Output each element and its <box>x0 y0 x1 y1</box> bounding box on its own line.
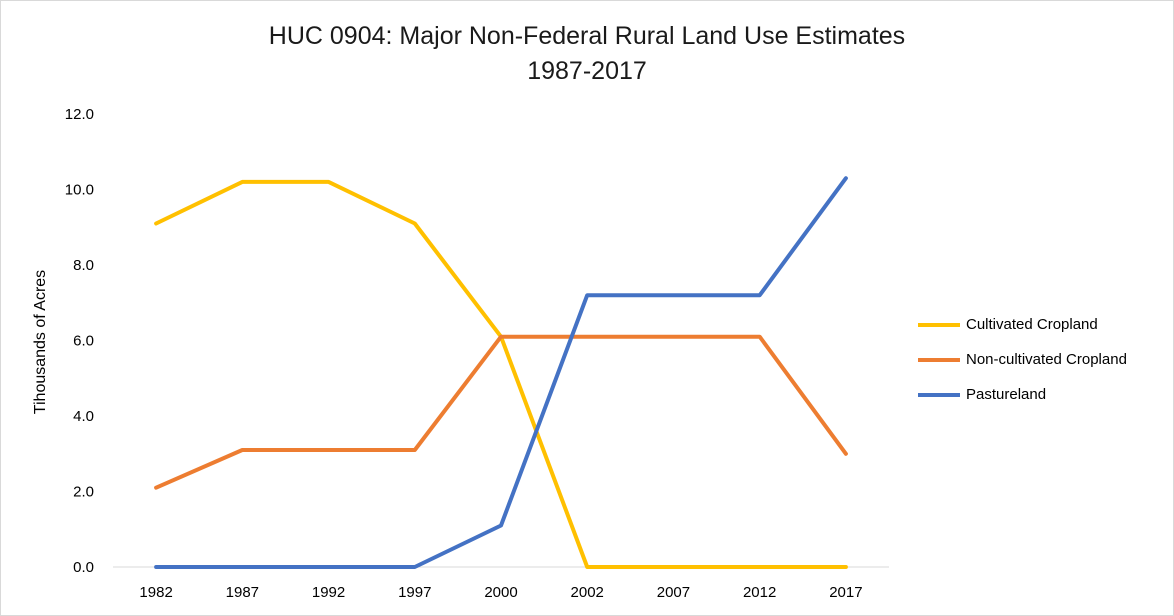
x-tick-label: 2007 <box>657 584 690 601</box>
legend-item: Cultivated Cropland <box>918 307 1127 342</box>
legend-label: Non-cultivated Cropland <box>966 351 1127 368</box>
chart-title: HUC 0904: Major Non-Federal Rural Land U… <box>268 22 906 50</box>
x-tick-label: 2017 <box>829 584 862 601</box>
legend-swatch <box>918 357 960 362</box>
series-line-pastureland <box>154 176 848 569</box>
y-tick-label: 12.0 <box>65 106 94 123</box>
legend-item: Pastureland <box>918 377 1127 412</box>
x-tick-label: 1982 <box>139 584 172 601</box>
x-tick-label: 2002 <box>571 584 604 601</box>
legend-item: Non-cultivated Cropland <box>918 342 1127 377</box>
legend-swatch <box>918 392 960 397</box>
series-line-cultivated-cropland <box>154 179 848 569</box>
y-tick-label: 0.0 <box>73 559 94 576</box>
x-tick-label: 1992 <box>312 584 345 601</box>
y-tick-label: 10.0 <box>65 182 94 199</box>
x-tick-label: 1997 <box>398 584 431 601</box>
legend: Cultivated Cropland Non-cultivated Cropla… <box>918 307 1127 412</box>
x-tick-label: 2000 <box>484 584 517 601</box>
legend-label: Pastureland <box>966 386 1047 403</box>
y-tick-label: 4.0 <box>73 408 94 425</box>
y-tick-label: 6.0 <box>73 333 94 350</box>
x-tick-label: 1987 <box>226 584 259 601</box>
chart-title-block: HUC 0904: Major Non-Federal Rural Land U… <box>1 19 1173 89</box>
x-tick-label: 2012 <box>743 584 776 601</box>
legend-swatch <box>918 322 960 327</box>
chart-subtitle: 1987-2017 <box>527 57 647 85</box>
y-tick-label: 2.0 <box>73 484 94 501</box>
legend-label: Cultivated Cropland <box>966 316 1098 333</box>
y-tick-label: 8.0 <box>73 257 94 274</box>
series-line-non-cultivated-cropland <box>154 334 848 490</box>
